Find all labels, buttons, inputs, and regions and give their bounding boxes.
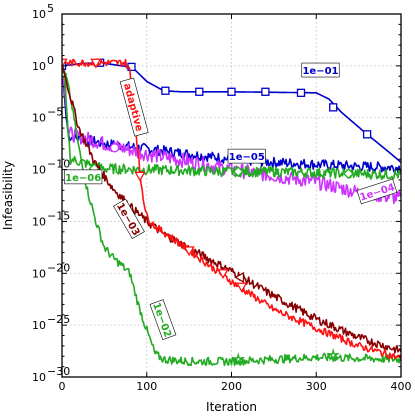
y-tick-label: 10 [32,319,46,332]
y-tick-exponent: −25 [47,313,70,326]
y-tick-exponent: −5 [47,106,63,119]
y-tick-exponent: 0 [47,54,54,67]
x-tick-label: 200 [221,380,242,393]
series-label: 1e−01 [301,62,340,78]
series-marker [261,87,270,96]
x-tick-label: 300 [306,380,327,393]
series-label-box [64,169,103,185]
y-tick-label: 10 [32,60,46,73]
series-label: 1e−06 [64,169,103,185]
y-tick-label: 10 [32,267,46,280]
series-line [62,65,401,205]
x-axis-title: Iteration [206,400,257,414]
series-label-box [149,299,177,341]
series-marker [90,58,102,69]
series-marker [232,166,244,178]
series-group [62,58,401,361]
series-marker [362,130,372,139]
series-label-text: 1e−05 [229,152,265,163]
y-tick-label: 10 [32,215,46,228]
series-marker [109,143,120,153]
series-line [62,63,401,354]
y-tick-exponent: 5 [47,2,54,15]
series-marker [231,352,246,366]
y-tick-label: 10 [32,164,46,177]
y-tick-exponent: −20 [47,261,70,274]
y-tick-label: 10 [32,112,46,125]
series-line [62,58,401,361]
series-marker [227,87,236,96]
y-tick-exponent: −15 [47,209,70,222]
y-tick-exponent: −30 [47,365,70,378]
y-tick-exponent: −10 [47,158,70,171]
y-tick-label: 10 [32,371,46,384]
chart-grid [62,14,401,377]
series-label-box [119,77,149,137]
series-marker [62,58,68,69]
y-tick-label: 10 [32,8,46,21]
series-marker [343,168,354,180]
series-label-box [356,178,398,205]
x-tick-label: 0 [59,380,66,393]
series-marker [236,282,248,293]
series-label-box [113,198,145,240]
series-label-box [301,62,340,78]
series-label: adaptive [119,77,149,137]
series-label-box [227,148,266,164]
series-marker [329,103,338,112]
series-label: 1e−03 [113,198,145,240]
series-label-text: 1e−06 [65,173,101,184]
x-tick-label: 100 [136,380,157,393]
series-group [62,58,401,163]
series-group [62,63,401,354]
series-line [62,70,401,181]
series-marker [134,171,146,182]
series-marker [217,269,229,280]
series-group [62,70,401,367]
series-marker [195,87,204,96]
series-marker [161,86,170,95]
y-axis-title: Infeasibility [1,161,15,230]
x-tick-label: 400 [391,380,412,393]
series-group [62,68,401,181]
series-marker [296,88,306,97]
series-label: 1e−02 [149,299,177,341]
series-marker [234,271,245,284]
series-label-text: 1e−01 [302,66,338,77]
series-label: 1e−05 [227,148,266,164]
series-marker [183,246,195,257]
series-marker [326,348,341,362]
